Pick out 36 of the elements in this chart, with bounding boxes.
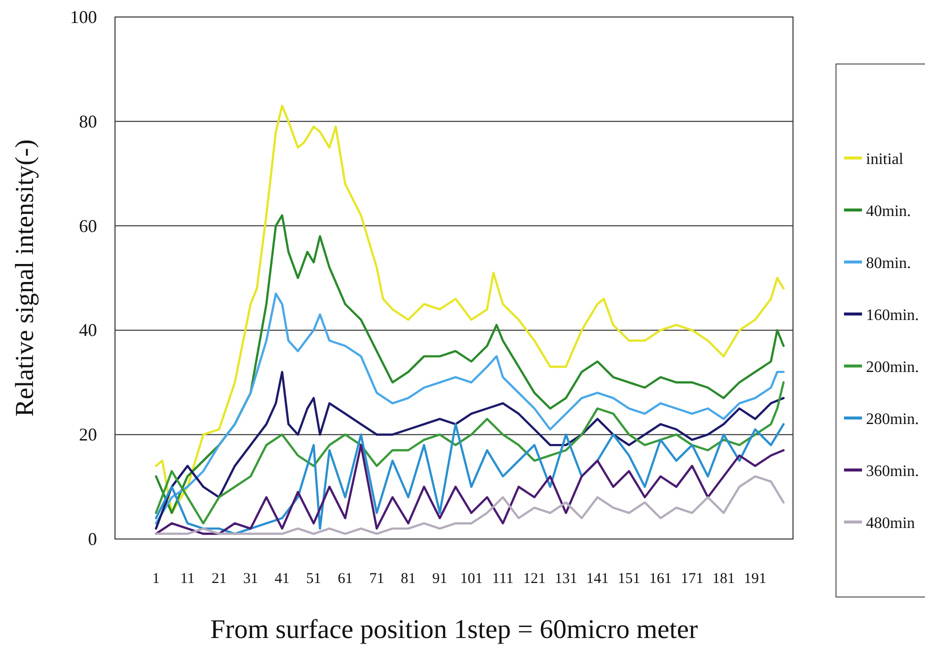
x-tick-label: 171	[680, 571, 704, 587]
legend-label: 80min.	[866, 255, 911, 272]
x-tick-label: 141	[586, 571, 609, 587]
x-tick-label: 161	[649, 571, 672, 587]
x-tick-label: 121	[523, 571, 546, 587]
x-tick-label: 191	[744, 571, 766, 587]
y-tick-label: 20	[79, 424, 97, 445]
x-tick-label: 1	[152, 571, 160, 587]
x-tick-label: 91	[432, 571, 448, 587]
x-tick-label: 101	[460, 571, 483, 587]
x-tick-label: 71	[369, 571, 384, 587]
y-tick-label: 40	[79, 320, 97, 340]
legend-label: 200min.	[866, 359, 919, 376]
x-axis-title: From surface position 1step = 60micro meter	[210, 614, 698, 644]
x-tick-label: 111	[492, 571, 514, 587]
x-tick-label: 181	[712, 571, 735, 587]
x-tick-label: 61	[338, 571, 353, 587]
legend-label: 280min.	[866, 411, 919, 428]
legend-label: 360min.	[866, 463, 919, 480]
y-tick-label: 0	[88, 529, 97, 549]
x-tick-label: 31	[243, 571, 258, 587]
x-tick-label: 41	[274, 571, 290, 587]
legend-label: 160min.	[866, 307, 919, 324]
x-tick-label: 11	[180, 571, 195, 587]
x-tick-label: 131	[554, 571, 578, 587]
y-tick-label: 60	[79, 216, 97, 236]
y-tick-label: 80	[79, 111, 97, 132]
legend-label: initial	[866, 151, 904, 168]
y-tick-label: 100	[70, 7, 97, 27]
x-tick-label: 51	[306, 571, 322, 587]
legend-label: 480min	[866, 515, 915, 532]
legend-label: 40min.	[866, 203, 911, 220]
x-tick-label: 21	[212, 571, 227, 587]
y-axis-title: Relative signal intensity(-)	[10, 139, 39, 417]
x-tick-label: 81	[400, 571, 416, 587]
x-tick-label: 151	[618, 571, 640, 587]
